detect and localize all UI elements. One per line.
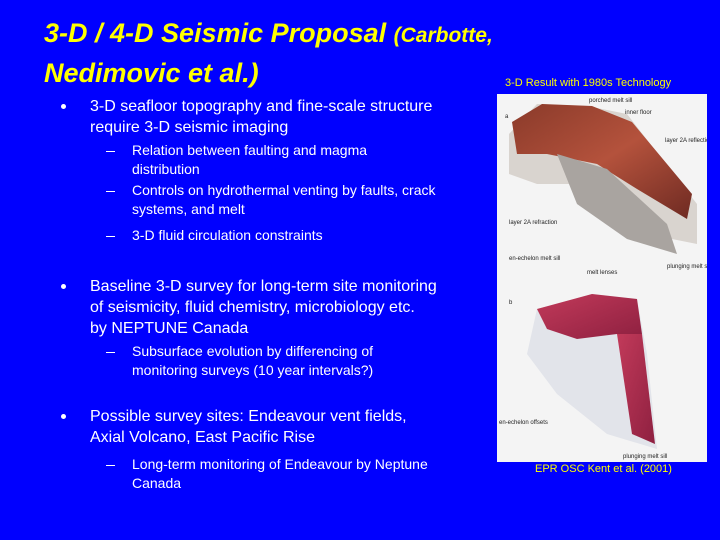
bullet-marker <box>61 284 66 289</box>
bullet-text: Baseline 3-D survey for long-term site m… <box>90 278 437 295</box>
panel-b-labels: b en-echelon offsets plunging melt sill <box>499 300 667 460</box>
figure-label: a <box>505 114 509 120</box>
figure-caption: 3-D Result with 1980s Technology <box>505 77 672 89</box>
seismic-figure: a porched melt sill inner floor layer 2A re… <box>497 94 707 462</box>
sub-bullet-text: Canada <box>132 475 182 491</box>
bullet-marker <box>61 414 66 419</box>
figure-credit: EPR OSC Kent et al. (2001) <box>535 463 672 475</box>
sub-bullet-marker <box>106 191 115 192</box>
figure-label: layer 2A reflection <box>665 138 707 144</box>
sub-bullet-text: systems, and melt <box>132 201 245 217</box>
panel-a-section <box>557 154 677 254</box>
figure-label: en-echelon offsets <box>499 420 548 426</box>
figure-label: plunging melt sill <box>623 454 667 460</box>
panel-b-side <box>617 334 655 444</box>
figure-label: melt lenses <box>587 270 617 276</box>
title-line-1: 3-D / 4-D Seismic Proposal (Carbotte, <box>44 18 493 49</box>
sub-bullet-text: Long-term monitoring of Endeavour by Nep… <box>132 456 428 472</box>
figure-label: porched melt sill <box>589 98 632 104</box>
panel-a-labels: a porched melt sill inner floor layer 2A re… <box>505 98 707 276</box>
bullet-text: by NEPTUNE Canada <box>90 320 249 337</box>
title-main: 3-D / 4-D Seismic Proposal <box>44 18 387 48</box>
sub-bullet-text: Relation between faulting and magma <box>132 142 368 158</box>
bullet-text: 3-D seafloor topography and fine-scale s… <box>90 98 433 115</box>
figure-label: en-echelon melt sill <box>509 256 560 262</box>
bullet-text: Possible survey sites: Endeavour vent fi… <box>90 408 407 425</box>
sub-bullet-text: 3-D fluid circulation constraints <box>132 227 323 243</box>
sub-bullet-text: monitoring surveys (10 year intervals?) <box>132 362 374 378</box>
figure-label: b <box>509 300 513 306</box>
bullet-marker <box>61 104 66 109</box>
panel-a-melt <box>512 104 692 219</box>
sub-bullet-text: Subsurface evolution by differencing of <box>132 343 374 359</box>
sub-bullet-text: Controls on hydrothermal venting by faul… <box>132 182 436 198</box>
sub-bullet-marker <box>106 151 115 152</box>
sub-bullet-marker <box>106 352 115 353</box>
sub-bullet-marker <box>106 236 115 237</box>
figure-label: plunging melt sill <box>667 264 707 270</box>
panel-b-top <box>537 294 642 339</box>
figure-label: layer 2A refraction <box>509 220 557 226</box>
bullet-text: of seismicity, fluid chemistry, microbio… <box>90 299 415 316</box>
sub-bullet-text: distribution <box>132 161 200 177</box>
bullet-text: Axial Volcano, East Pacific Rise <box>90 429 315 446</box>
title-authors: (Carbotte, <box>393 24 493 47</box>
figure-label: inner floor <box>625 110 652 116</box>
sub-bullet-marker <box>106 465 115 466</box>
title-authors-2: Nedimovic et al.) <box>44 58 259 88</box>
bullet-text: require 3-D seismic imaging <box>90 119 289 136</box>
